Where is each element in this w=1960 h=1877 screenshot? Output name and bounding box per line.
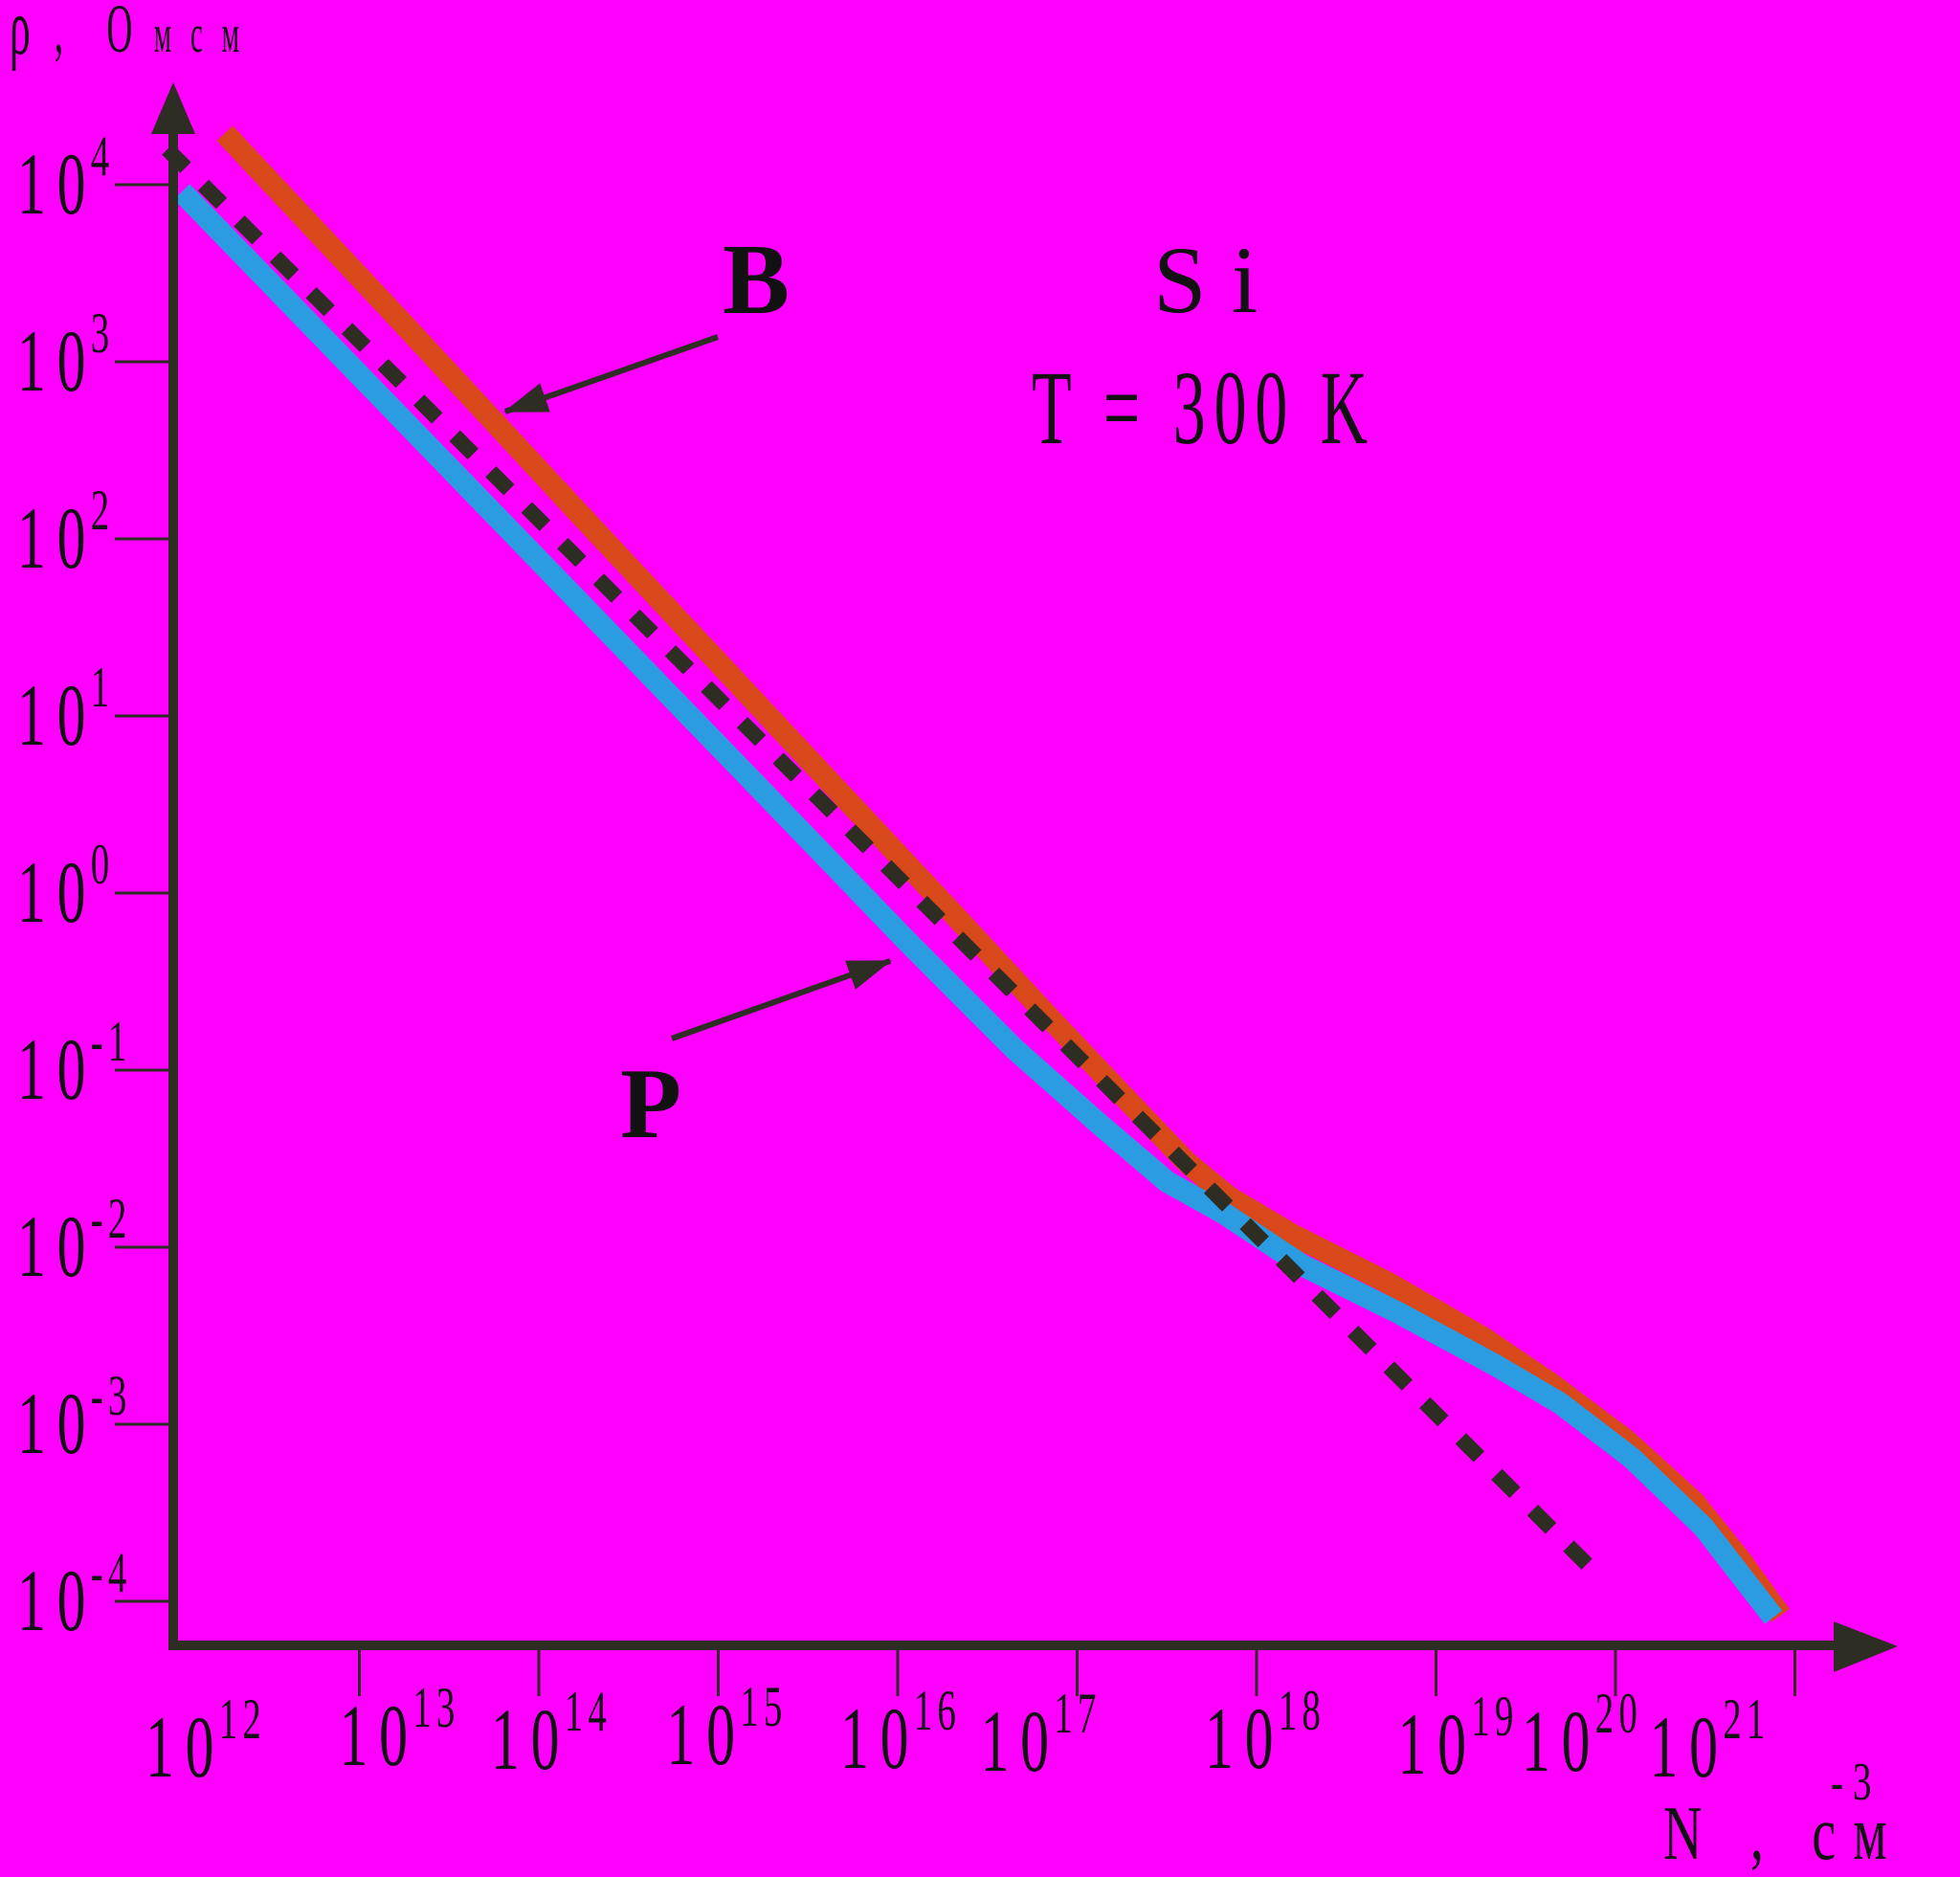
material-label: Si [1153, 227, 1282, 333]
y-tick-label: 10-2 [17, 1187, 132, 1296]
y-tick-exponent: -1 [91, 1010, 132, 1073]
y-tick-label: 103 [17, 302, 115, 411]
x-tick-exponent: 14 [565, 1680, 612, 1743]
x-tick-base: 10 [1398, 1695, 1478, 1793]
x-axis-title-exponent: -3 [1831, 1753, 1881, 1811]
x-tick-base: 10 [145, 1698, 225, 1796]
boron-curve-label: B [723, 223, 790, 335]
y-ticks-group [115, 183, 178, 1603]
annotations-group: ρ , О мсм N , см -3 Si T = 300 K B P [10, 0, 1904, 1875]
y-axis-title: ρ , О мсм [10, 0, 258, 72]
x-axis-title-main: N , см [1663, 1790, 1904, 1875]
y-tick-exponent: -3 [91, 1364, 132, 1427]
x-tick-base: 10 [1205, 1689, 1284, 1787]
x-tick-base: 10 [491, 1690, 570, 1788]
x-tick-base: 10 [840, 1689, 920, 1787]
y-tick-label: 104 [17, 124, 115, 234]
y-axis-title-unit-first: О [106, 0, 142, 67]
x-axis-arrowhead-icon [1834, 1621, 1898, 1672]
y-tick-base: 10 [17, 135, 97, 233]
y-tick-base: 10 [17, 312, 97, 410]
y-tick-label: 101 [17, 656, 115, 765]
y-tick-label: 10-3 [17, 1364, 132, 1473]
y-tick-base: 10 [17, 666, 97, 764]
y-tick-exponent: -2 [91, 1187, 132, 1250]
x-axis-title: N , см -3 [1663, 1753, 1904, 1875]
y-tick-base: 10 [17, 843, 97, 941]
y-tick-base: 10 [17, 1374, 97, 1472]
y-tick-exponent: 3 [91, 302, 115, 365]
x-tick-base: 10 [340, 1687, 419, 1784]
x-tick-exponent: 21 [1723, 1687, 1770, 1751]
y-tick-exponent: 2 [91, 479, 115, 542]
x-tick-exponent: 17 [1054, 1682, 1101, 1745]
x-tick-base: 10 [667, 1686, 746, 1783]
x-ticks-group [358, 1642, 1796, 1696]
x-tick-exponent: 18 [1279, 1679, 1325, 1742]
boron-arrow-icon [503, 334, 719, 414]
y-axis-title-comma: , [55, 0, 74, 67]
temperature-label-group: T = 300 K [1032, 348, 1376, 466]
curve-dashed-reference [162, 144, 1596, 1574]
y-tick-exponent: 0 [91, 833, 115, 896]
y-tick-base: 10 [17, 1552, 97, 1649]
y-tick-exponent: 4 [91, 124, 115, 188]
axes-group [115, 82, 1898, 1696]
y-tick-base: 10 [17, 1020, 97, 1118]
y-tick-label: 10-1 [17, 1010, 132, 1119]
x-tick-base: 10 [981, 1692, 1060, 1790]
y-tick-base: 10 [17, 489, 97, 587]
y-tick-label: 100 [17, 833, 115, 942]
phosphorus-curve-label: P [620, 1047, 681, 1159]
x-tick-exponent: 19 [1471, 1685, 1518, 1748]
curves-group [162, 125, 1790, 1624]
x-tick-exponent: 13 [412, 1676, 459, 1739]
x-tick-exponent: 12 [219, 1687, 266, 1751]
y-tick-exponent: 1 [91, 656, 115, 719]
y-axis-arrowhead-icon [151, 82, 195, 134]
y-tick-exponent: -4 [91, 1541, 132, 1604]
y-tick-label: 10-4 [17, 1541, 132, 1650]
x-tick-exponent: 16 [914, 1679, 961, 1742]
y-tick-base: 10 [17, 1197, 97, 1295]
y-tick-label: 102 [17, 479, 115, 588]
y-axis-title-symbol: ρ [10, 0, 40, 72]
x-tick-exponent: 15 [740, 1675, 787, 1738]
x-tick-base: 10 [1650, 1698, 1729, 1796]
curve-P [173, 184, 1783, 1624]
phosphorus-arrow-icon [670, 958, 892, 1041]
x-tick-exponent: 20 [1595, 1682, 1642, 1745]
y-axis-title-unit-rest: мсм [154, 4, 258, 64]
x-tick-base: 10 [1522, 1692, 1601, 1790]
temperature-label: T = 300 K [1032, 348, 1376, 466]
